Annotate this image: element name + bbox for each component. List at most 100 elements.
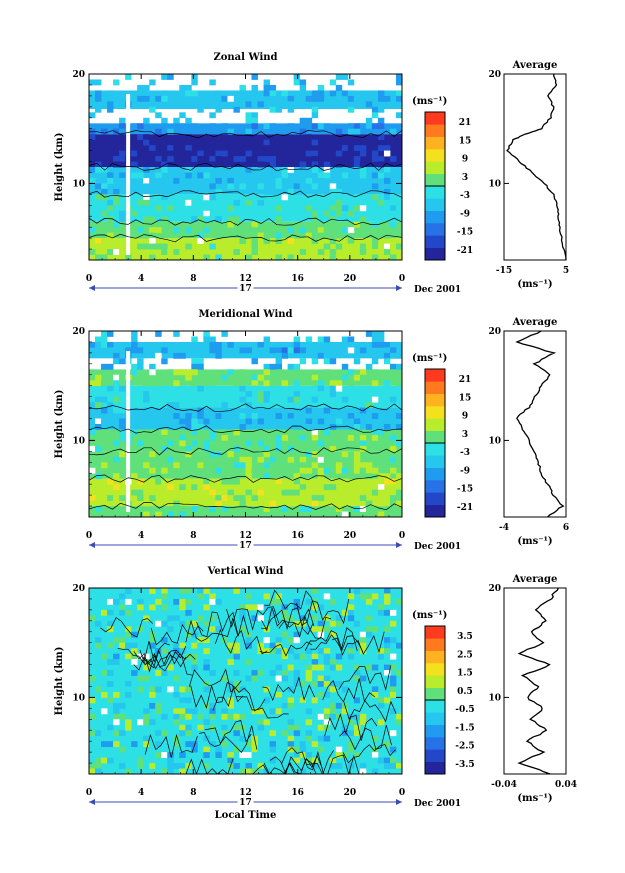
heatmap-cell <box>389 719 397 726</box>
heatmap-cell <box>137 653 144 660</box>
heatmap-cell <box>89 615 96 622</box>
heatmap-cell <box>227 489 234 496</box>
heatmap-cell <box>353 631 361 638</box>
heatmap-cell <box>353 243 361 250</box>
contour-line <box>185 617 239 643</box>
day-axis-arrow-right <box>396 799 402 805</box>
heatmap-cell <box>221 194 228 201</box>
heatmap-cell <box>347 369 355 376</box>
heatmap-cell <box>197 642 204 649</box>
heatmap-cell <box>281 188 289 195</box>
heatmap-cell <box>257 489 264 496</box>
heatmap-cell <box>137 134 144 141</box>
heatmap-cell <box>299 763 307 769</box>
heatmap-cell <box>113 741 120 748</box>
heatmap-cell <box>353 609 361 616</box>
heatmap-cell <box>359 167 367 173</box>
heatmap-cell <box>389 675 397 682</box>
heatmap-cell <box>389 648 397 655</box>
heatmap-cell <box>239 670 246 676</box>
heatmap-cell <box>95 402 102 408</box>
heatmap-cell <box>131 653 138 660</box>
heatmap-cell <box>287 363 295 370</box>
heatmap-cell <box>191 746 198 753</box>
heatmap-cell <box>269 746 276 753</box>
heatmap-cell <box>341 363 349 370</box>
heatmap-cell <box>329 445 337 452</box>
heatmap-cell <box>329 221 337 228</box>
heatmap-cell <box>167 648 174 655</box>
heatmap-cell <box>251 74 258 80</box>
heatmap-cell <box>95 511 102 518</box>
heatmap-cell <box>389 620 397 627</box>
heatmap-cell <box>185 598 192 605</box>
heatmap-cell <box>257 670 264 676</box>
heatmap-cell <box>227 642 234 649</box>
heatmap-cell <box>287 686 295 693</box>
heatmap-cell <box>119 418 126 425</box>
y-tick-label: 20 <box>72 327 85 337</box>
heatmap-cell <box>155 456 162 463</box>
heatmap-cell <box>215 451 222 458</box>
heatmap-cell <box>359 631 367 638</box>
heatmap-cell <box>149 243 156 250</box>
heatmap-cell <box>221 128 228 135</box>
heatmap-cell <box>293 128 301 135</box>
heatmap-cell <box>383 763 391 769</box>
heatmap-cell <box>311 352 319 359</box>
heatmap-cell <box>143 713 150 720</box>
heatmap-cell <box>95 686 102 693</box>
heatmap-cell <box>209 708 216 715</box>
heatmap-cell <box>185 369 192 376</box>
heatmap-cell <box>197 713 204 720</box>
heatmap-cell <box>245 752 252 758</box>
heatmap-cell <box>347 697 355 704</box>
day-label: 17 <box>239 541 252 551</box>
heatmap-cell <box>155 95 162 102</box>
heatmap-cell <box>293 637 301 644</box>
heatmap-cell <box>131 210 138 217</box>
heatmap-cell <box>389 456 397 463</box>
heatmap-cell <box>107 205 114 212</box>
heatmap-cell <box>227 653 234 660</box>
heatmap-cell <box>395 713 403 720</box>
heatmap-cell <box>371 249 379 255</box>
heatmap-cell <box>251 440 258 447</box>
heatmap-cell <box>179 440 186 447</box>
heatmap-cell <box>95 763 102 769</box>
heatmap-cell <box>371 336 379 343</box>
heatmap-cell <box>323 183 331 190</box>
heatmap-cell <box>389 495 397 501</box>
heatmap-cell <box>149 369 156 376</box>
profile-x-label: (ms⁻¹) <box>517 536 552 547</box>
heatmap-cell <box>107 642 114 649</box>
heatmap-cell <box>119 495 126 501</box>
heatmap-cell <box>143 462 150 469</box>
heatmap-cell <box>281 598 289 605</box>
heatmap-cell <box>299 615 307 622</box>
heatmap-cell <box>173 653 180 660</box>
x-tick-label: 0 <box>399 274 405 284</box>
heatmap-cell <box>311 440 319 447</box>
heatmap-cell <box>257 177 264 184</box>
heatmap-cell <box>149 216 156 223</box>
day-label-bg <box>237 283 254 293</box>
heatmap-cell <box>179 506 186 512</box>
heatmap-cell <box>251 238 258 244</box>
heatmap-cell <box>389 139 397 146</box>
heatmap-cell <box>119 249 126 255</box>
heatmap-cell <box>143 134 150 141</box>
heatmap-cell <box>269 396 276 403</box>
heatmap-cell <box>383 380 391 387</box>
colorbar-level-label: -0.5 <box>455 705 474 715</box>
heatmap-cell <box>287 101 295 108</box>
heatmap-cell <box>269 363 276 370</box>
heatmap-cell <box>173 123 180 130</box>
heatmap-cell <box>275 484 283 491</box>
heatmap-cell <box>305 495 313 501</box>
heatmap-cell <box>263 637 270 644</box>
heatmap-cell <box>89 134 96 141</box>
heatmap-cell <box>353 374 361 381</box>
colorbar-swatch <box>425 737 445 750</box>
heatmap-cell <box>119 210 126 217</box>
